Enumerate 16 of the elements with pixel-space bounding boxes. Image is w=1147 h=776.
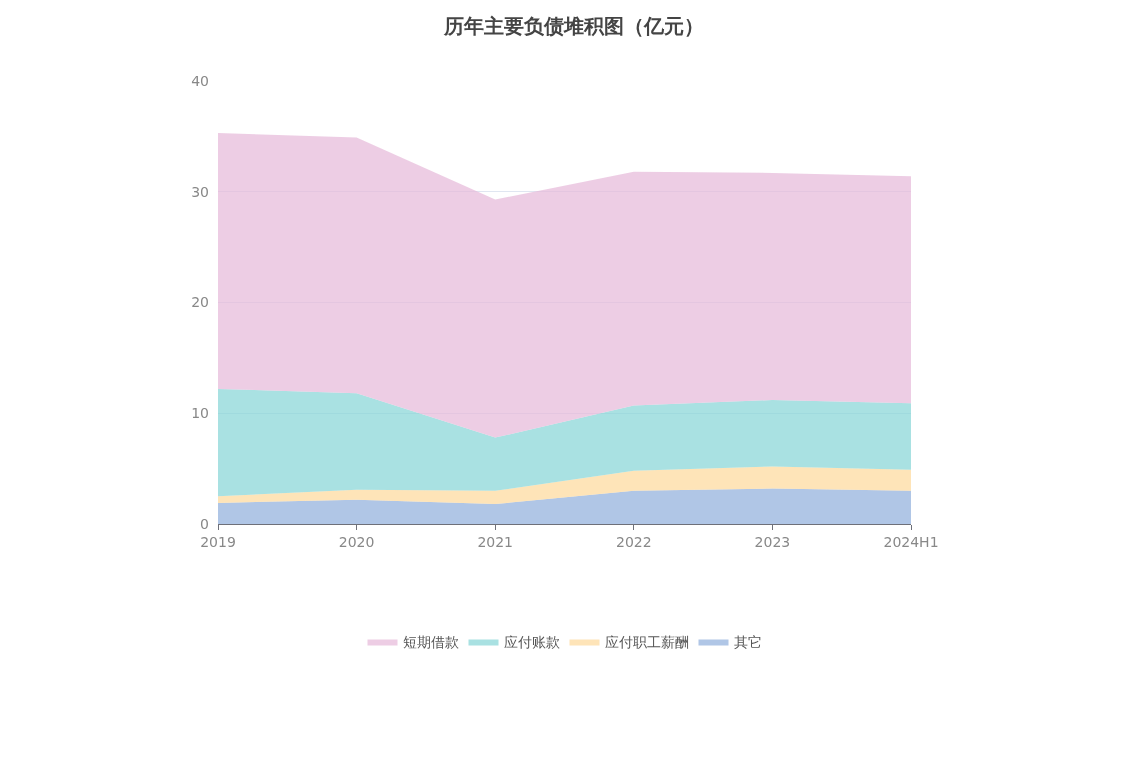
x-tick-label: 2021 bbox=[477, 533, 514, 550]
y-tick-label: 30 bbox=[191, 183, 209, 200]
x-tick-label: 2019 bbox=[200, 533, 236, 550]
legend-label: 应付职工薪酬 bbox=[604, 633, 689, 650]
x-tick-label: 2024H1 bbox=[883, 533, 939, 550]
legend-label: 短期借款 bbox=[402, 633, 459, 650]
x-tick-label: 2020 bbox=[338, 533, 375, 550]
y-tick-label: 20 bbox=[191, 294, 209, 311]
y-tick-label: 0 bbox=[200, 515, 209, 532]
y-tick-label: 10 bbox=[191, 405, 209, 422]
legend-label: 其它 bbox=[733, 633, 762, 650]
legend-label: 应付账款 bbox=[503, 633, 560, 650]
x-tick-label: 2022 bbox=[615, 533, 652, 550]
chart-title: 历年主要负债堆积图（亿元） bbox=[442, 14, 704, 39]
x-tick-label: 2023 bbox=[754, 533, 791, 550]
y-tick-label: 40 bbox=[191, 72, 209, 89]
